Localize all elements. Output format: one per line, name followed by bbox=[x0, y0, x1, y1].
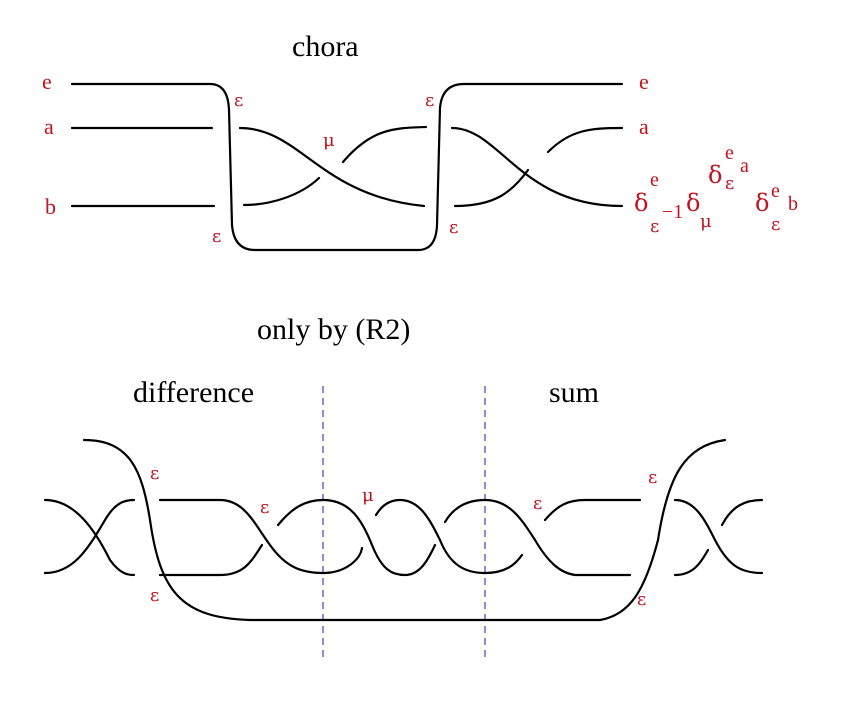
epsilon-label: ε bbox=[449, 217, 458, 238]
title-sum: sum bbox=[549, 376, 599, 409]
delta-formula: δ e ε −1 δ μ δ e ε a δ e ε b bbox=[634, 142, 798, 237]
strand-left-1 bbox=[43, 498, 136, 577]
epsilon-label: ε bbox=[425, 90, 434, 111]
strand-right-lower-a bbox=[453, 168, 530, 208]
epsilon-label: ε bbox=[150, 585, 159, 606]
strand-diff-1 bbox=[158, 498, 325, 575]
epsilon-label: ε bbox=[260, 497, 269, 518]
label-right-a: a bbox=[639, 114, 649, 139]
strand-right-upper bbox=[450, 126, 624, 208]
formula-b: b bbox=[788, 193, 798, 215]
formula-sup-e: e bbox=[725, 142, 734, 164]
delta-symbol: δ bbox=[634, 189, 648, 217]
strand-mu-over-right bbox=[341, 125, 428, 164]
strand-mu-under bbox=[238, 126, 426, 208]
strand-sum-3 bbox=[543, 498, 642, 522]
formula-sub-epsilon: ε bbox=[725, 173, 734, 194]
formula-sup-e: e bbox=[771, 180, 780, 202]
strand-mu-1 bbox=[321, 498, 437, 577]
strand-right-1 bbox=[673, 498, 764, 575]
epsilon-label: ε bbox=[234, 90, 243, 111]
formula-sub-mu: μ bbox=[700, 211, 712, 232]
strand-sum-1 bbox=[483, 498, 632, 577]
formula-sub-epsilon: ε bbox=[771, 214, 780, 235]
formula-sub-epsilon: ε bbox=[650, 216, 659, 237]
formula-neg-one: −1 bbox=[662, 201, 683, 223]
formula-a: a bbox=[740, 155, 749, 177]
label-left-e: e bbox=[42, 69, 52, 94]
delta-symbol: δ bbox=[686, 189, 700, 217]
strand-sum-2 bbox=[483, 553, 524, 575]
delta-symbol: δ bbox=[708, 161, 722, 189]
strand-mu-2 bbox=[321, 546, 364, 575]
label-right-e: e bbox=[639, 69, 649, 94]
strand-right-3 bbox=[720, 498, 764, 527]
top-strands bbox=[70, 82, 624, 252]
strand-long-loop bbox=[82, 438, 727, 622]
mu-label: μ bbox=[362, 485, 374, 506]
strand-mu-4 bbox=[443, 498, 487, 524]
strand-e-loop bbox=[70, 82, 624, 252]
epsilon-label: ε bbox=[150, 463, 159, 484]
strand-diff-2 bbox=[158, 543, 264, 577]
epsilon-label: ε bbox=[533, 493, 542, 514]
strand-mu-3 bbox=[374, 498, 487, 575]
strand-mu-over-left bbox=[242, 176, 321, 207]
epsilon-label: ε bbox=[648, 467, 657, 488]
formula-sup-e: e bbox=[650, 169, 659, 191]
strand-left-2 bbox=[43, 498, 136, 575]
strand-right-2 bbox=[673, 548, 710, 577]
strand-right-lower-b bbox=[546, 126, 624, 154]
epsilon-label: ε bbox=[637, 589, 646, 610]
bottom-strands bbox=[43, 438, 764, 622]
title-chora: chora bbox=[292, 30, 359, 63]
mu-label: μ bbox=[323, 130, 335, 151]
title-difference: difference bbox=[133, 376, 254, 409]
strand-diff-3 bbox=[276, 498, 325, 527]
label-left-b: b bbox=[45, 194, 56, 219]
title-only-by-r2: only by (R2) bbox=[257, 313, 410, 346]
label-left-a: a bbox=[44, 114, 54, 139]
delta-symbol: δ bbox=[755, 189, 769, 217]
epsilon-label: ε bbox=[212, 226, 221, 247]
